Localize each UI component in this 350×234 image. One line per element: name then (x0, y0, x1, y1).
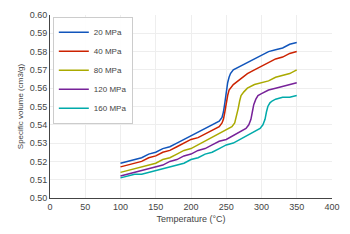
svg-text:80 MPa: 80 MPa (94, 66, 122, 75)
svg-text:0.50: 0.50 (30, 193, 48, 203)
svg-text:150: 150 (148, 202, 163, 212)
svg-text:Temperature (°C): Temperature (°C) (156, 214, 225, 224)
svg-text:Specific volume (cm3/g): Specific volume (cm3/g) (16, 63, 25, 149)
svg-text:100: 100 (113, 202, 128, 212)
svg-text:40 MPa: 40 MPa (94, 47, 122, 56)
svg-text:250: 250 (219, 202, 234, 212)
svg-text:0.58: 0.58 (30, 47, 48, 57)
svg-text:200: 200 (183, 202, 198, 212)
svg-text:0.59: 0.59 (30, 28, 48, 38)
svg-text:0.51: 0.51 (30, 175, 48, 185)
svg-text:0.53: 0.53 (30, 138, 48, 148)
svg-text:0: 0 (47, 202, 52, 212)
svg-text:300: 300 (254, 202, 269, 212)
svg-text:0.55: 0.55 (30, 102, 48, 112)
svg-text:400: 400 (324, 202, 339, 212)
svg-text:0.54: 0.54 (30, 120, 48, 130)
svg-text:0.56: 0.56 (30, 83, 48, 93)
svg-text:120 MPa: 120 MPa (94, 85, 127, 94)
svg-text:50: 50 (80, 202, 90, 212)
svg-text:0.52: 0.52 (30, 157, 48, 167)
svg-text:160 MPa: 160 MPa (94, 104, 127, 113)
svg-text:350: 350 (289, 202, 304, 212)
svg-text:0.57: 0.57 (30, 65, 48, 75)
svg-text:0.60: 0.60 (30, 10, 48, 20)
svg-text:20 MPa: 20 MPa (94, 28, 122, 37)
